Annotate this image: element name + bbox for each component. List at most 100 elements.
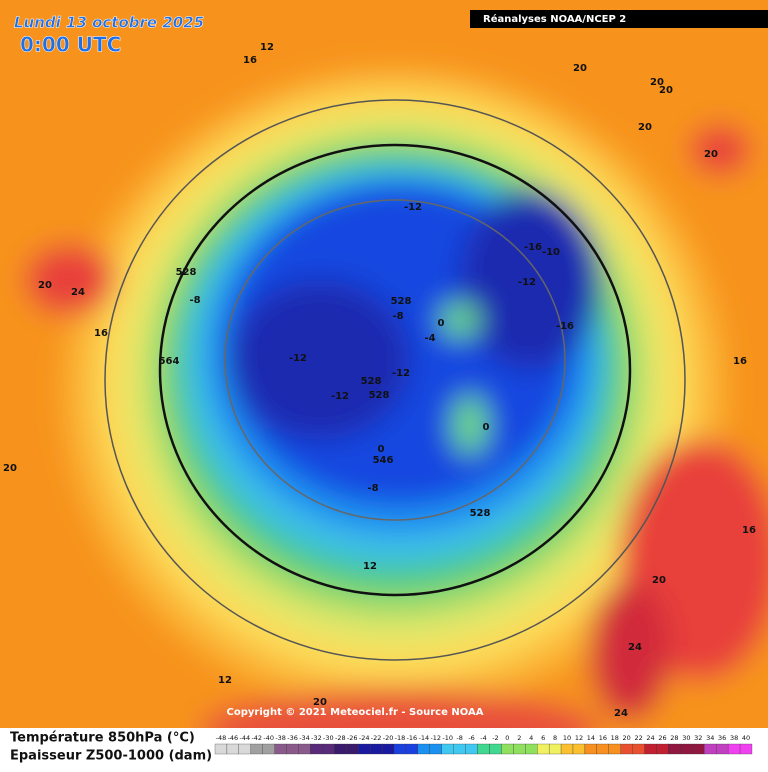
scale-swatch <box>596 743 609 755</box>
scale-label: -16 <box>407 734 418 742</box>
scale-label: 4 <box>529 734 533 742</box>
map-label: 528 <box>369 390 390 401</box>
scale-swatch <box>525 743 538 755</box>
scale-swatch <box>704 743 717 755</box>
scale-label: -26 <box>347 734 358 742</box>
scale-swatch <box>620 743 633 755</box>
scale-label: -22 <box>371 734 382 742</box>
map-label: 528 <box>391 296 412 307</box>
scale-label: -36 <box>287 734 298 742</box>
scale-label: -4 <box>480 734 486 742</box>
date: Lundi 13 octobre 2025 <box>14 14 204 32</box>
scale-swatch <box>453 743 466 755</box>
map-label: -8 <box>367 483 378 494</box>
scale-label: 14 <box>587 734 595 742</box>
scale-swatch <box>298 743 311 755</box>
scale-label: 12 <box>575 734 583 742</box>
legend-title: Température 850hPa (°C) <box>10 731 195 746</box>
scale-label: -8 <box>456 734 462 742</box>
scale-label: 32 <box>694 734 702 742</box>
scale-label: -38 <box>275 734 286 742</box>
scale-label: -34 <box>299 734 310 742</box>
map-label: 20 <box>313 697 327 708</box>
scale-label: 10 <box>563 734 571 742</box>
scale-label: 20 <box>623 734 631 742</box>
scale-label: 16 <box>599 734 607 742</box>
scale-label: 34 <box>706 734 714 742</box>
legend-title: Epaisseur Z500-1000 (dam) <box>10 749 212 764</box>
scale-swatch <box>477 743 490 755</box>
scale-label: -12 <box>430 734 441 742</box>
time: 0:00 UTC <box>20 33 121 57</box>
scale-label: 24 <box>646 734 654 742</box>
scale-swatch <box>310 743 323 755</box>
scale-label: 18 <box>611 734 619 742</box>
map-label: 20 <box>3 463 17 474</box>
map-label: -8 <box>392 311 403 322</box>
map-label: 24 <box>614 708 628 719</box>
scale-label: -14 <box>419 734 430 742</box>
scale-swatch <box>334 743 347 755</box>
scale-label: 0 <box>505 734 509 742</box>
map-label: 16 <box>742 525 756 536</box>
map-label: 24 <box>628 642 642 653</box>
scale-label: 38 <box>730 734 738 742</box>
map-label: -12 <box>331 391 349 402</box>
scale-swatch <box>656 743 669 755</box>
scale-swatch <box>405 743 419 755</box>
map-label: 20 <box>659 85 673 96</box>
scale-swatch <box>429 743 442 755</box>
map-label: -16 <box>556 321 574 332</box>
scale-label: -44 <box>240 734 251 742</box>
scale-label: -24 <box>359 734 370 742</box>
scale-label: -30 <box>323 734 334 742</box>
map-label: -4 <box>424 333 435 344</box>
map-label: -12 <box>289 353 307 364</box>
zero-isotherm <box>158 143 632 597</box>
map-label: 12 <box>260 42 274 53</box>
scale-swatch <box>680 743 693 755</box>
scale-swatch <box>489 743 502 755</box>
scale-label: -46 <box>228 734 239 742</box>
scale-swatch <box>274 743 287 755</box>
scale-label: 30 <box>682 734 690 742</box>
scale-label: 28 <box>670 734 678 742</box>
source-text: Réanalyses NOAA/NCEP 2 <box>483 13 626 25</box>
scale-swatch <box>358 743 371 755</box>
scale-swatch <box>584 743 598 755</box>
scale-swatch <box>537 743 550 755</box>
scale-swatch <box>727 743 741 755</box>
map-label: -12 <box>518 277 536 288</box>
scale-swatch <box>346 743 359 755</box>
scale-label: -42 <box>251 734 262 742</box>
scale-swatch <box>513 743 526 755</box>
scale-label: -18 <box>395 734 406 742</box>
scale-swatch <box>668 743 681 755</box>
scale-swatch <box>608 743 621 755</box>
scale-label: 6 <box>541 734 545 742</box>
scale-label: -6 <box>468 734 474 742</box>
map-label: -8 <box>189 295 200 306</box>
map-label: 24 <box>71 287 85 298</box>
scale-swatch <box>548 743 562 755</box>
scale-label: -32 <box>311 734 322 742</box>
map-label: -12 <box>404 202 422 213</box>
scale-swatch <box>238 743 251 755</box>
map-label: 20 <box>704 149 718 160</box>
map-label: 16 <box>243 55 257 66</box>
scale-swatch <box>716 743 729 755</box>
scale-swatch <box>465 743 478 755</box>
map-label: 20 <box>38 280 52 291</box>
scale-swatch <box>250 743 263 755</box>
scale-label: -10 <box>442 734 453 742</box>
scale-swatch <box>417 743 430 755</box>
scale-swatch <box>739 743 753 755</box>
map-label: 16 <box>94 328 108 339</box>
map-label: 0 <box>438 318 445 329</box>
map-label: 12 <box>363 561 377 572</box>
map-label: 564 <box>159 356 180 367</box>
map-label: -10 <box>542 247 560 258</box>
